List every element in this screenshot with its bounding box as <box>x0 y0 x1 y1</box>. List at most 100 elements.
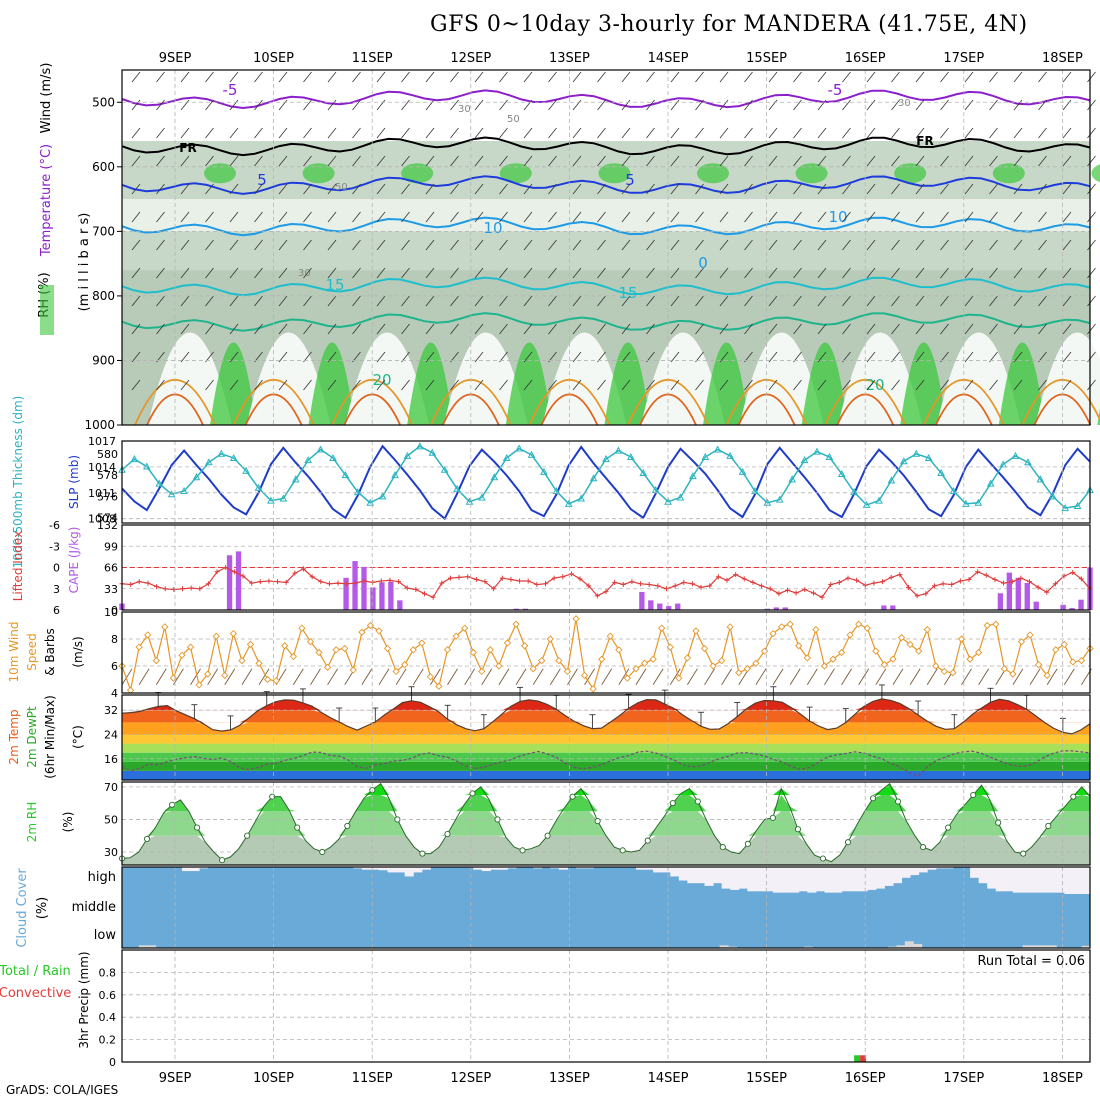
wind-barb <box>695 379 704 391</box>
wind-barb <box>401 239 410 251</box>
cloud-cell-high <box>781 867 791 893</box>
wind-barb <box>278 239 288 251</box>
wind-barb <box>131 71 141 83</box>
li-point <box>534 582 540 587</box>
wind-barb <box>376 99 386 111</box>
thickness-point <box>552 487 561 495</box>
wind-barb <box>548 239 557 251</box>
isotherm-label: FR <box>916 134 933 148</box>
wind-barb <box>1087 379 1096 391</box>
thickness-point <box>478 493 486 501</box>
wind-barb <box>695 183 704 195</box>
wind-speed-point <box>889 655 897 663</box>
wind-barb <box>768 295 778 307</box>
wind-barb <box>131 183 141 195</box>
surface-wind-barb <box>515 668 527 686</box>
wind-barb <box>842 211 851 223</box>
wind-barb <box>1087 183 1096 195</box>
thickness-point <box>502 453 511 462</box>
rh-contour-label: 30 <box>298 268 311 279</box>
li-point <box>197 586 203 592</box>
surface-wind-barb <box>138 668 150 686</box>
cape-bar <box>226 555 233 610</box>
wind-barb <box>940 211 949 223</box>
thickness-point <box>751 487 759 495</box>
thickness-tick-label: 578 <box>97 469 118 482</box>
cloud-layer-label: middle <box>72 900 116 915</box>
li-point <box>404 585 410 591</box>
wind-barb <box>793 211 802 223</box>
moist-patch <box>499 163 532 184</box>
wind-barb <box>1013 295 1023 307</box>
panel-frame <box>121 694 1091 781</box>
li-point <box>473 577 479 583</box>
wind-barb <box>327 323 337 335</box>
thickness-point <box>217 449 226 457</box>
wind-barb <box>817 155 827 167</box>
wind-barb <box>1087 211 1096 223</box>
wind-speed-point <box>640 659 649 667</box>
cloud-cell-high <box>858 867 868 892</box>
li-point <box>698 584 704 590</box>
wind-barb <box>229 351 239 363</box>
cloud-cell-high <box>892 867 903 884</box>
wind-speed-point <box>435 682 443 690</box>
isotherm-line <box>121 175 1091 195</box>
wind-barb <box>744 183 753 195</box>
surface-wind-barb <box>241 668 253 686</box>
wind-barb <box>499 127 508 139</box>
axis-label-temp2m: 2m DewPt <box>25 706 39 768</box>
cloud-cell-high <box>875 867 885 889</box>
li-point <box>352 580 358 586</box>
surface-wind-barb <box>858 668 870 686</box>
wind-barb <box>376 155 386 167</box>
wind-barb <box>1062 71 1072 83</box>
wind-barb <box>327 183 337 195</box>
wind-barb <box>303 295 312 307</box>
li-point <box>517 578 523 584</box>
wind-barb <box>719 211 729 223</box>
surface-wind-barb <box>926 668 938 686</box>
thickness-point <box>180 487 188 495</box>
wind-barb <box>646 239 655 251</box>
wind-barb <box>303 99 312 111</box>
wind-barb <box>131 323 141 335</box>
li-point <box>1044 589 1050 595</box>
wind-speed-point <box>341 644 349 653</box>
cape-bar <box>361 566 367 610</box>
wind-speed-point <box>872 647 880 655</box>
thickness-point <box>775 495 784 503</box>
cape-tick-label: 66 <box>104 562 118 575</box>
wind-barb <box>254 155 263 167</box>
li-point <box>1018 575 1024 581</box>
axis-label-millibars: (m i l l i b a r s) <box>77 213 92 312</box>
surface-wind-barb <box>824 668 835 686</box>
wind-barb <box>425 295 435 307</box>
rh-point <box>844 839 852 846</box>
thickness-point <box>763 498 772 506</box>
wind-speed-point <box>923 625 931 634</box>
wind-barb <box>131 351 141 363</box>
wind-barb <box>1013 351 1023 363</box>
rh-point <box>644 837 651 844</box>
cloud-cell-high <box>807 867 817 893</box>
li-point <box>387 577 393 583</box>
wind-speed-point <box>932 662 940 670</box>
wind-barb <box>523 71 533 83</box>
wind-barb <box>156 379 165 391</box>
wind-barb <box>866 99 876 111</box>
li-point <box>171 586 177 592</box>
wind-barb <box>180 71 190 83</box>
wind-barb <box>1038 71 1047 83</box>
li-point <box>629 579 635 585</box>
rh-point <box>869 795 877 802</box>
li-point <box>880 579 886 585</box>
wind-barb <box>1038 211 1047 223</box>
wind-speed-point <box>915 647 923 655</box>
chart-title: GFS 0~10day 3-hourly for MANDERA (41.75E… <box>430 12 1028 37</box>
wind-barb <box>989 379 998 391</box>
wind-barb <box>1062 267 1072 279</box>
wind-barb <box>327 379 337 391</box>
wind-barb <box>376 267 386 279</box>
wind-tick-label: 10 <box>104 606 118 619</box>
